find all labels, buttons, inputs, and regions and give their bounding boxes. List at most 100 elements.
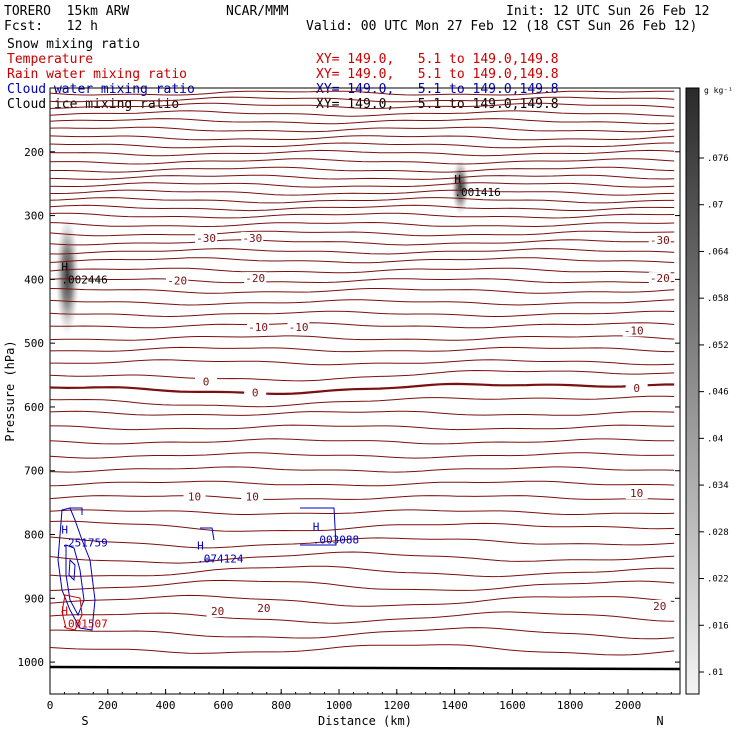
x-tick-label: 1600 <box>499 699 526 712</box>
isotherm-line <box>50 359 675 366</box>
valid-time: Valid: 00 UTC Mon 27 Feb 12 (18 CST Sun … <box>306 19 698 34</box>
isotherm-line <box>49 142 675 149</box>
isotherm-line <box>49 369 675 382</box>
x-endpoint-right: N <box>656 714 663 728</box>
isotherm-line <box>49 126 675 133</box>
isotherm-line <box>49 197 675 204</box>
isotherm-line <box>49 536 675 549</box>
colorbar-tick-label: .022 <box>707 575 729 585</box>
temp-contour-label: 0 <box>252 386 259 399</box>
isotherm-line <box>49 480 675 487</box>
colorbar-tick-label: .028 <box>707 528 729 538</box>
y-tick-label: 200 <box>24 146 44 159</box>
cloud-water-contour <box>70 507 83 515</box>
isotherm-line <box>49 551 675 564</box>
colorbar-tick-label: .058 <box>707 294 729 304</box>
x-axis-title: Distance (km) <box>318 714 412 728</box>
isotherm-line <box>49 288 675 294</box>
isotherm-line <box>49 278 675 284</box>
temp-contour-label: -20 <box>650 272 670 285</box>
model-title: TORERO 15km ARW <box>4 4 130 19</box>
isotherm-line <box>49 579 675 591</box>
isotherm-line <box>49 110 675 117</box>
temp-contour-label: -10 <box>289 321 309 334</box>
isotherm-line <box>49 239 675 246</box>
isotherm-line <box>49 594 675 607</box>
y-tick-label: 900 <box>24 592 44 605</box>
cloud-water-contour <box>300 507 337 546</box>
y-tick-label: 600 <box>24 401 44 414</box>
colorbar-tick-label: .01 <box>707 668 723 678</box>
x-tick-label: 1800 <box>557 699 584 712</box>
temp-label-bg <box>166 274 189 287</box>
temp-label-bg <box>244 386 267 399</box>
isotherm-line <box>49 299 675 306</box>
cloud-water-contour <box>57 507 96 631</box>
max-marker: H <box>61 260 68 273</box>
x-tick-label: 400 <box>156 699 176 712</box>
isotherm-line <box>49 335 675 341</box>
cloud-water-contour <box>65 544 85 617</box>
cloud-water-contour <box>68 558 76 582</box>
forecast-hour: Fcst: 12 h <box>4 19 98 34</box>
cloud-ice-blob <box>55 216 80 337</box>
temp-contour-label: 10 <box>246 490 259 503</box>
isotherm-line <box>49 466 675 473</box>
isotherm-line <box>49 248 675 255</box>
x-tick-label: 0 <box>47 699 54 712</box>
isotherm-line <box>49 346 675 353</box>
isotherm-line <box>50 189 675 196</box>
max-marker: H <box>313 521 320 534</box>
isotherm-line <box>49 182 675 188</box>
field-rain-xy: XY= 149.0, 5.1 to 149.0,149.8 <box>316 67 559 82</box>
isotherm-line <box>49 90 675 96</box>
x-tick-label: 1200 <box>384 699 411 712</box>
max-marker: H <box>454 173 461 186</box>
isotherm-line <box>49 212 675 219</box>
x-axis: 0 200 400 600 800 1000 1200 1400 1600 1800 2000 <box>47 689 672 712</box>
temp-label-bg <box>195 375 218 388</box>
isotherm-line <box>49 382 675 395</box>
y-tick-label: 500 <box>24 337 44 350</box>
field-temperature-xy: XY= 149.0, 5.1 to 149.0,149.8 <box>316 52 559 67</box>
colorbar: g kg⁻¹ .01 .016 .022 .028 .034 .04 .046 .052 .05… <box>685 86 733 695</box>
max-marker: H <box>61 605 68 618</box>
colorbar-tick-label: .07 <box>707 201 723 211</box>
y-tick-label: 700 <box>24 465 44 478</box>
max-marker: H <box>197 540 204 553</box>
init-time: Init: 12 UTC Sun 26 Feb 12 <box>506 4 710 19</box>
temp-contour-label: -10 <box>624 324 644 337</box>
isotherm-line <box>49 149 675 157</box>
x-tick-label: 1400 <box>441 699 468 712</box>
temp-label-bg <box>648 233 671 246</box>
max-value: .001416 <box>454 186 500 199</box>
isotherm-line <box>49 438 675 445</box>
isotherm-line <box>49 565 675 578</box>
temp-label-bg <box>648 272 671 285</box>
temp-label-bg <box>183 490 206 503</box>
isotherm-line <box>49 257 675 264</box>
plot-frame <box>49 87 681 695</box>
temp-label-bg <box>195 231 218 244</box>
temp-label-bg <box>625 487 648 500</box>
y-tick-label: 300 <box>24 210 44 223</box>
colorbar-tick-label: .016 <box>707 621 729 631</box>
isotherm-line <box>49 644 675 656</box>
plot-area: -30 -30 -30 -20 -20 -20 -10 -10 -10 0 0 0 10 10 10 20 20… <box>49 87 681 695</box>
temp-contour-label: 10 <box>630 487 643 500</box>
isotherm-line <box>50 166 675 173</box>
temp-label-bg <box>252 601 275 614</box>
temp-label-bg <box>206 605 229 618</box>
temp-label-bg <box>287 321 310 334</box>
x-endpoint-left: S <box>81 714 88 728</box>
max-value: .251759 <box>61 537 107 550</box>
temp-label-bg <box>625 381 648 394</box>
x-tick-label: 800 <box>271 699 291 712</box>
temp-contour-label: -30 <box>242 232 262 245</box>
temp-contour-label: -10 <box>248 321 268 334</box>
isotherm-line <box>49 102 675 110</box>
temp-contour-label: -20 <box>245 272 265 285</box>
isotherm-line <box>49 230 675 237</box>
max-value: .001507 <box>61 618 107 631</box>
